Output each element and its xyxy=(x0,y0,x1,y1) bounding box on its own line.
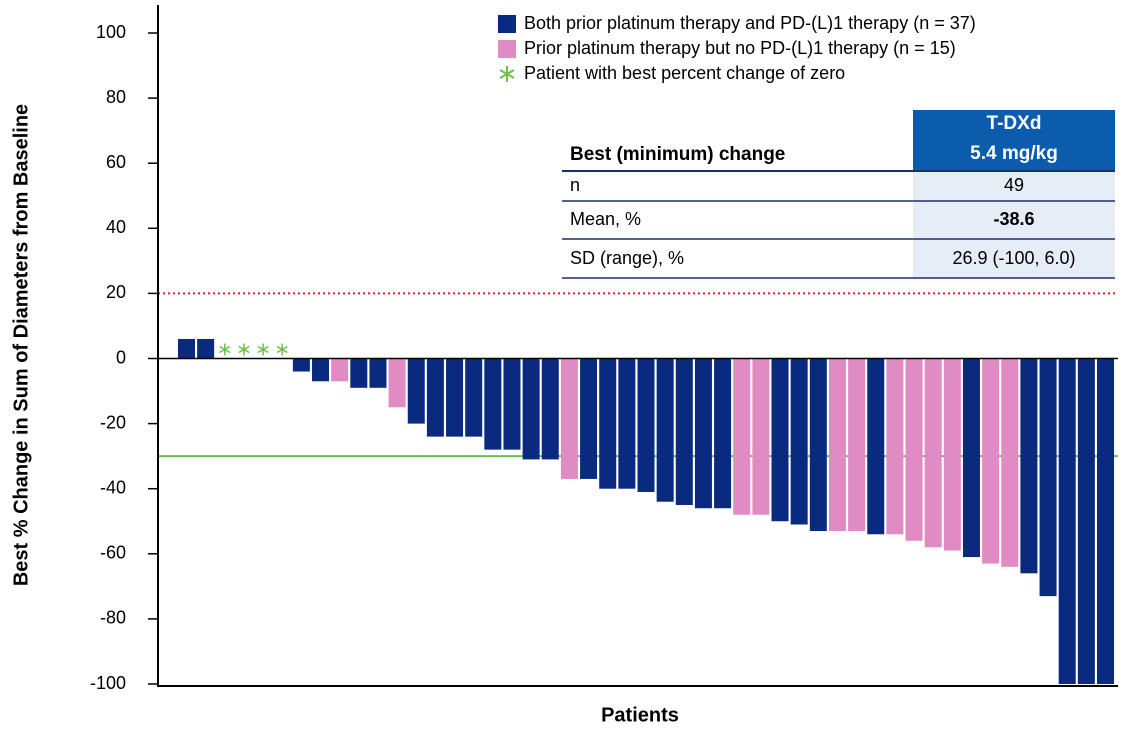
bar xyxy=(943,358,961,551)
bar xyxy=(790,358,808,525)
y-tick-label: -20 xyxy=(100,412,126,432)
bar xyxy=(675,358,693,505)
bar xyxy=(369,358,387,388)
bar xyxy=(982,358,1000,564)
bar xyxy=(962,358,980,558)
bar xyxy=(197,338,215,359)
table-header: 5.4 mg/kg xyxy=(970,143,1058,164)
bar xyxy=(656,358,674,502)
zero-marker xyxy=(238,343,250,356)
table-value-bg xyxy=(913,172,1115,278)
bar xyxy=(312,358,330,382)
bar xyxy=(637,358,655,492)
bar xyxy=(484,358,502,450)
y-tick-label: -80 xyxy=(100,608,126,628)
bar xyxy=(886,358,904,535)
table-cell: 26.9 (-100, 6.0) xyxy=(952,248,1075,268)
x-axis-label: Patients xyxy=(601,704,679,726)
bar xyxy=(1077,358,1095,684)
bar xyxy=(292,358,310,372)
table-cell: SD (range), % xyxy=(570,248,684,268)
table-cell: 49 xyxy=(1004,175,1024,195)
y-tick-label: -40 xyxy=(100,477,126,497)
bar xyxy=(560,358,578,479)
table-cell: n xyxy=(570,175,580,195)
bar xyxy=(426,358,444,437)
bar xyxy=(178,338,195,359)
bar xyxy=(771,358,789,522)
legend-label: Both prior platinum therapy and PD-(L)1 … xyxy=(524,13,976,33)
legend-swatch xyxy=(498,40,516,58)
y-tick-label: -60 xyxy=(100,543,126,563)
bar xyxy=(541,358,559,460)
bar xyxy=(867,358,885,535)
bar xyxy=(752,358,770,515)
bar xyxy=(1039,358,1057,597)
bar xyxy=(905,358,923,541)
legend-label: Prior platinum therapy but no PD-(L)1 th… xyxy=(524,38,956,58)
bar xyxy=(694,358,712,509)
y-tick-label: -100 xyxy=(90,673,126,693)
bar xyxy=(1020,358,1038,574)
bar xyxy=(580,358,598,479)
bar xyxy=(733,358,751,515)
zero-marker xyxy=(257,343,269,356)
bar xyxy=(465,358,483,437)
y-tick-label: 20 xyxy=(106,282,126,302)
legend-swatch xyxy=(498,15,516,33)
bar xyxy=(848,358,866,532)
bar xyxy=(503,358,521,450)
table-header: Best (minimum) change xyxy=(570,144,785,165)
bar xyxy=(407,358,425,424)
bar xyxy=(599,358,617,489)
bar xyxy=(618,358,636,489)
bar xyxy=(331,358,349,382)
table-header: T-DXd xyxy=(987,113,1042,134)
bar xyxy=(924,358,942,548)
y-tick-label: 100 xyxy=(96,22,126,42)
bar xyxy=(1058,358,1076,684)
legend-marker xyxy=(499,66,515,82)
bar xyxy=(828,358,846,532)
table-cell: Mean, % xyxy=(570,209,641,229)
zero-marker xyxy=(219,343,231,356)
bar xyxy=(446,358,464,437)
y-axis-label: Best % Change in Sum of Diameters from B… xyxy=(10,104,32,586)
bar xyxy=(388,358,406,408)
legend-label: Patient with best percent change of zero xyxy=(524,63,845,83)
y-tick-label: 40 xyxy=(106,217,126,237)
bar xyxy=(350,358,368,388)
y-tick-label: 0 xyxy=(116,347,126,367)
y-tick-label: 60 xyxy=(106,152,126,172)
zero-marker xyxy=(276,343,288,356)
bar xyxy=(1001,358,1019,567)
table-cell: -38.6 xyxy=(993,209,1034,229)
bar xyxy=(522,358,540,460)
table-header-bg xyxy=(913,110,1115,170)
y-tick-label: 80 xyxy=(106,87,126,107)
bar xyxy=(714,358,732,509)
bar xyxy=(809,358,827,532)
bar xyxy=(1097,358,1114,684)
